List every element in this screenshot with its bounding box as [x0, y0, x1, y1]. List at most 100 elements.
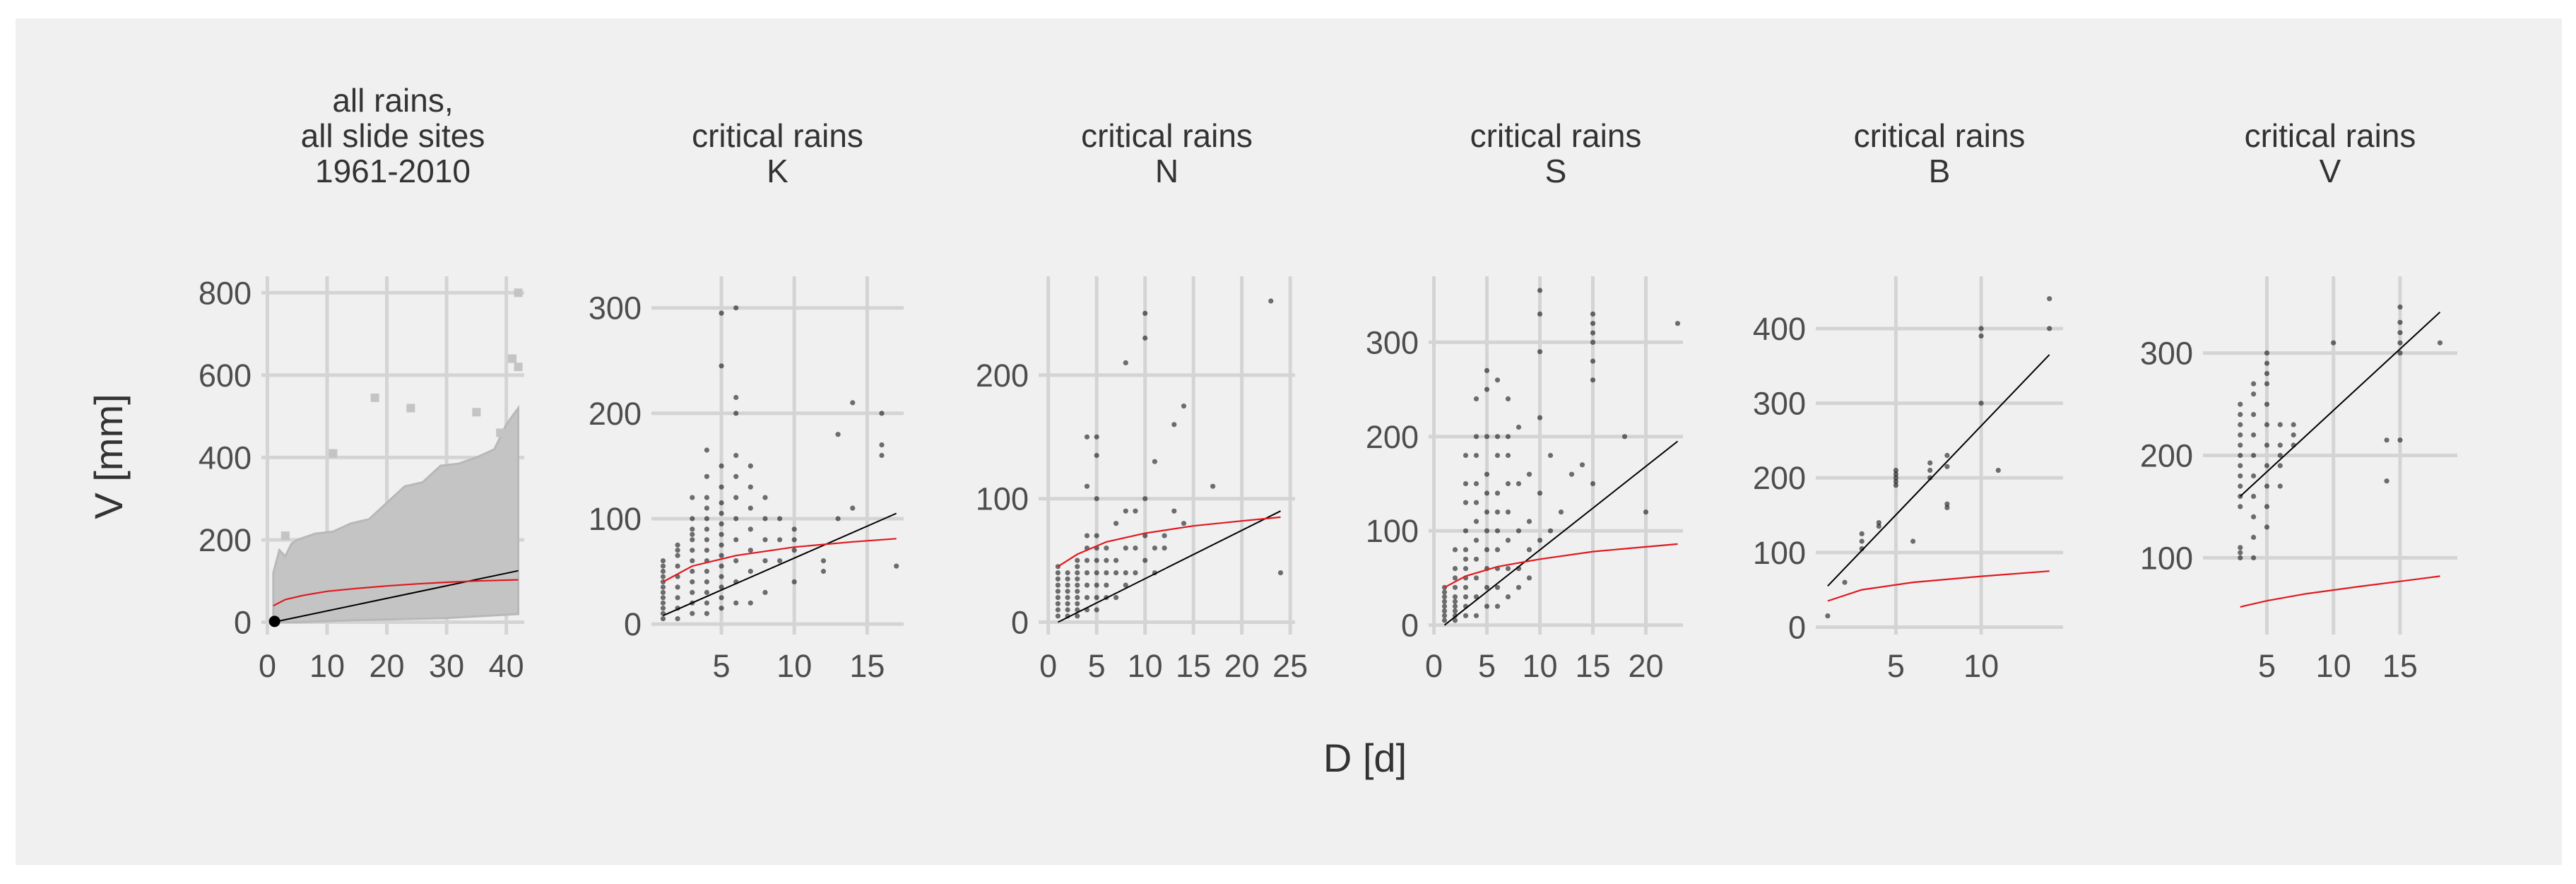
- data-point: [1463, 452, 1469, 459]
- x-tick-label: 5: [1478, 648, 1496, 684]
- threshold-curve: [273, 579, 519, 607]
- y-tick-label: 0: [1011, 605, 1029, 641]
- hexbin-cell: [472, 408, 481, 417]
- data-point: [1473, 396, 1479, 402]
- x-tick-label: 10: [309, 648, 345, 684]
- data-point: [2264, 350, 2270, 356]
- data-point: [675, 548, 680, 553]
- data-point: [1162, 546, 1167, 551]
- data-point: [2251, 514, 2257, 520]
- data-point: [690, 548, 695, 553]
- data-point: [1473, 434, 1479, 440]
- x-tick-label: 20: [370, 648, 405, 684]
- data-point: [748, 526, 753, 532]
- data-point: [1893, 471, 1898, 477]
- data-point: [1674, 321, 1681, 326]
- data-point: [1075, 570, 1080, 576]
- fit-line: [1443, 440, 1679, 626]
- x-tick-label: 20: [1224, 648, 1260, 684]
- data-point: [1842, 579, 1848, 585]
- data-point: [1055, 582, 1060, 588]
- data-point: [704, 600, 710, 606]
- data-point: [1133, 508, 1138, 514]
- data-point: [1094, 558, 1099, 563]
- data-point: [1084, 595, 1090, 601]
- hexbin-cell: [508, 354, 517, 363]
- data-point: [1995, 468, 2001, 473]
- y-tick-label: 200: [1753, 460, 1806, 496]
- fit-line: [273, 570, 519, 623]
- data-point: [2264, 504, 2270, 509]
- data-point: [1927, 460, 1933, 466]
- data-point: [1494, 603, 1501, 609]
- data-point: [1505, 481, 1511, 487]
- y-tick-label: 100: [976, 481, 1029, 517]
- data-point: [791, 526, 797, 532]
- data-point: [1142, 496, 1148, 502]
- data-point: [690, 516, 695, 521]
- data-point: [1075, 576, 1080, 582]
- data-point: [1075, 564, 1080, 570]
- facet-title-line: all rains,: [332, 82, 453, 119]
- data-point: [1452, 547, 1458, 553]
- data-point: [1643, 509, 1649, 515]
- data-point: [879, 442, 885, 448]
- data-point: [1441, 603, 1448, 609]
- facet-title-line: K: [767, 153, 788, 189]
- data-point: [733, 558, 739, 564]
- data-point: [1526, 575, 1532, 581]
- data-point: [835, 516, 841, 521]
- threshold-curve: [1443, 543, 1678, 589]
- data-point: [1893, 483, 1898, 488]
- data-point: [1065, 576, 1070, 582]
- data-point: [1944, 501, 1950, 507]
- data-point: [733, 516, 739, 521]
- data-point: [1494, 528, 1501, 534]
- data-point: [1893, 468, 1898, 473]
- data-point: [719, 606, 724, 611]
- data-point: [1484, 584, 1490, 590]
- data-point: [2251, 391, 2257, 397]
- data-point: [1210, 483, 1216, 489]
- data-point: [690, 568, 695, 574]
- data-point: [1142, 533, 1148, 538]
- x-tick-label: 30: [429, 648, 464, 684]
- data-point: [1441, 613, 1448, 618]
- facet-title-line: 1961-2010: [315, 153, 471, 189]
- data-point: [1065, 582, 1070, 588]
- data-point: [2437, 340, 2443, 346]
- data-point: [1473, 500, 1479, 505]
- data-point: [2277, 452, 2283, 459]
- data-point: [1094, 434, 1099, 440]
- data-point: [1463, 481, 1469, 487]
- data-point: [2397, 350, 2403, 356]
- y-axis-label: V [mm]: [86, 394, 131, 519]
- data-point: [1590, 358, 1596, 364]
- data-point: [1590, 311, 1596, 317]
- data-point: [2397, 340, 2403, 346]
- data-point: [1463, 613, 1469, 618]
- x-tick-label: 0: [1039, 648, 1057, 684]
- y-tick-label: 600: [199, 358, 252, 394]
- data-point: [1494, 509, 1501, 515]
- data-point: [1123, 508, 1128, 514]
- data-point: [2264, 360, 2270, 366]
- data-point: [2251, 412, 2257, 418]
- data-point: [879, 411, 885, 416]
- data-point: [1055, 589, 1060, 594]
- data-point: [675, 616, 680, 622]
- data-point: [1142, 558, 1148, 563]
- data-point: [2238, 550, 2243, 555]
- data-point: [2277, 442, 2283, 448]
- data-point: [733, 495, 739, 500]
- data-point: [1065, 589, 1070, 594]
- data-point: [1123, 570, 1128, 576]
- data-point: [690, 531, 695, 537]
- y-tick-label: 300: [589, 290, 642, 326]
- data-point: [704, 568, 710, 574]
- data-point: [791, 537, 797, 543]
- data-point: [2277, 463, 2283, 468]
- data-point: [1084, 582, 1090, 588]
